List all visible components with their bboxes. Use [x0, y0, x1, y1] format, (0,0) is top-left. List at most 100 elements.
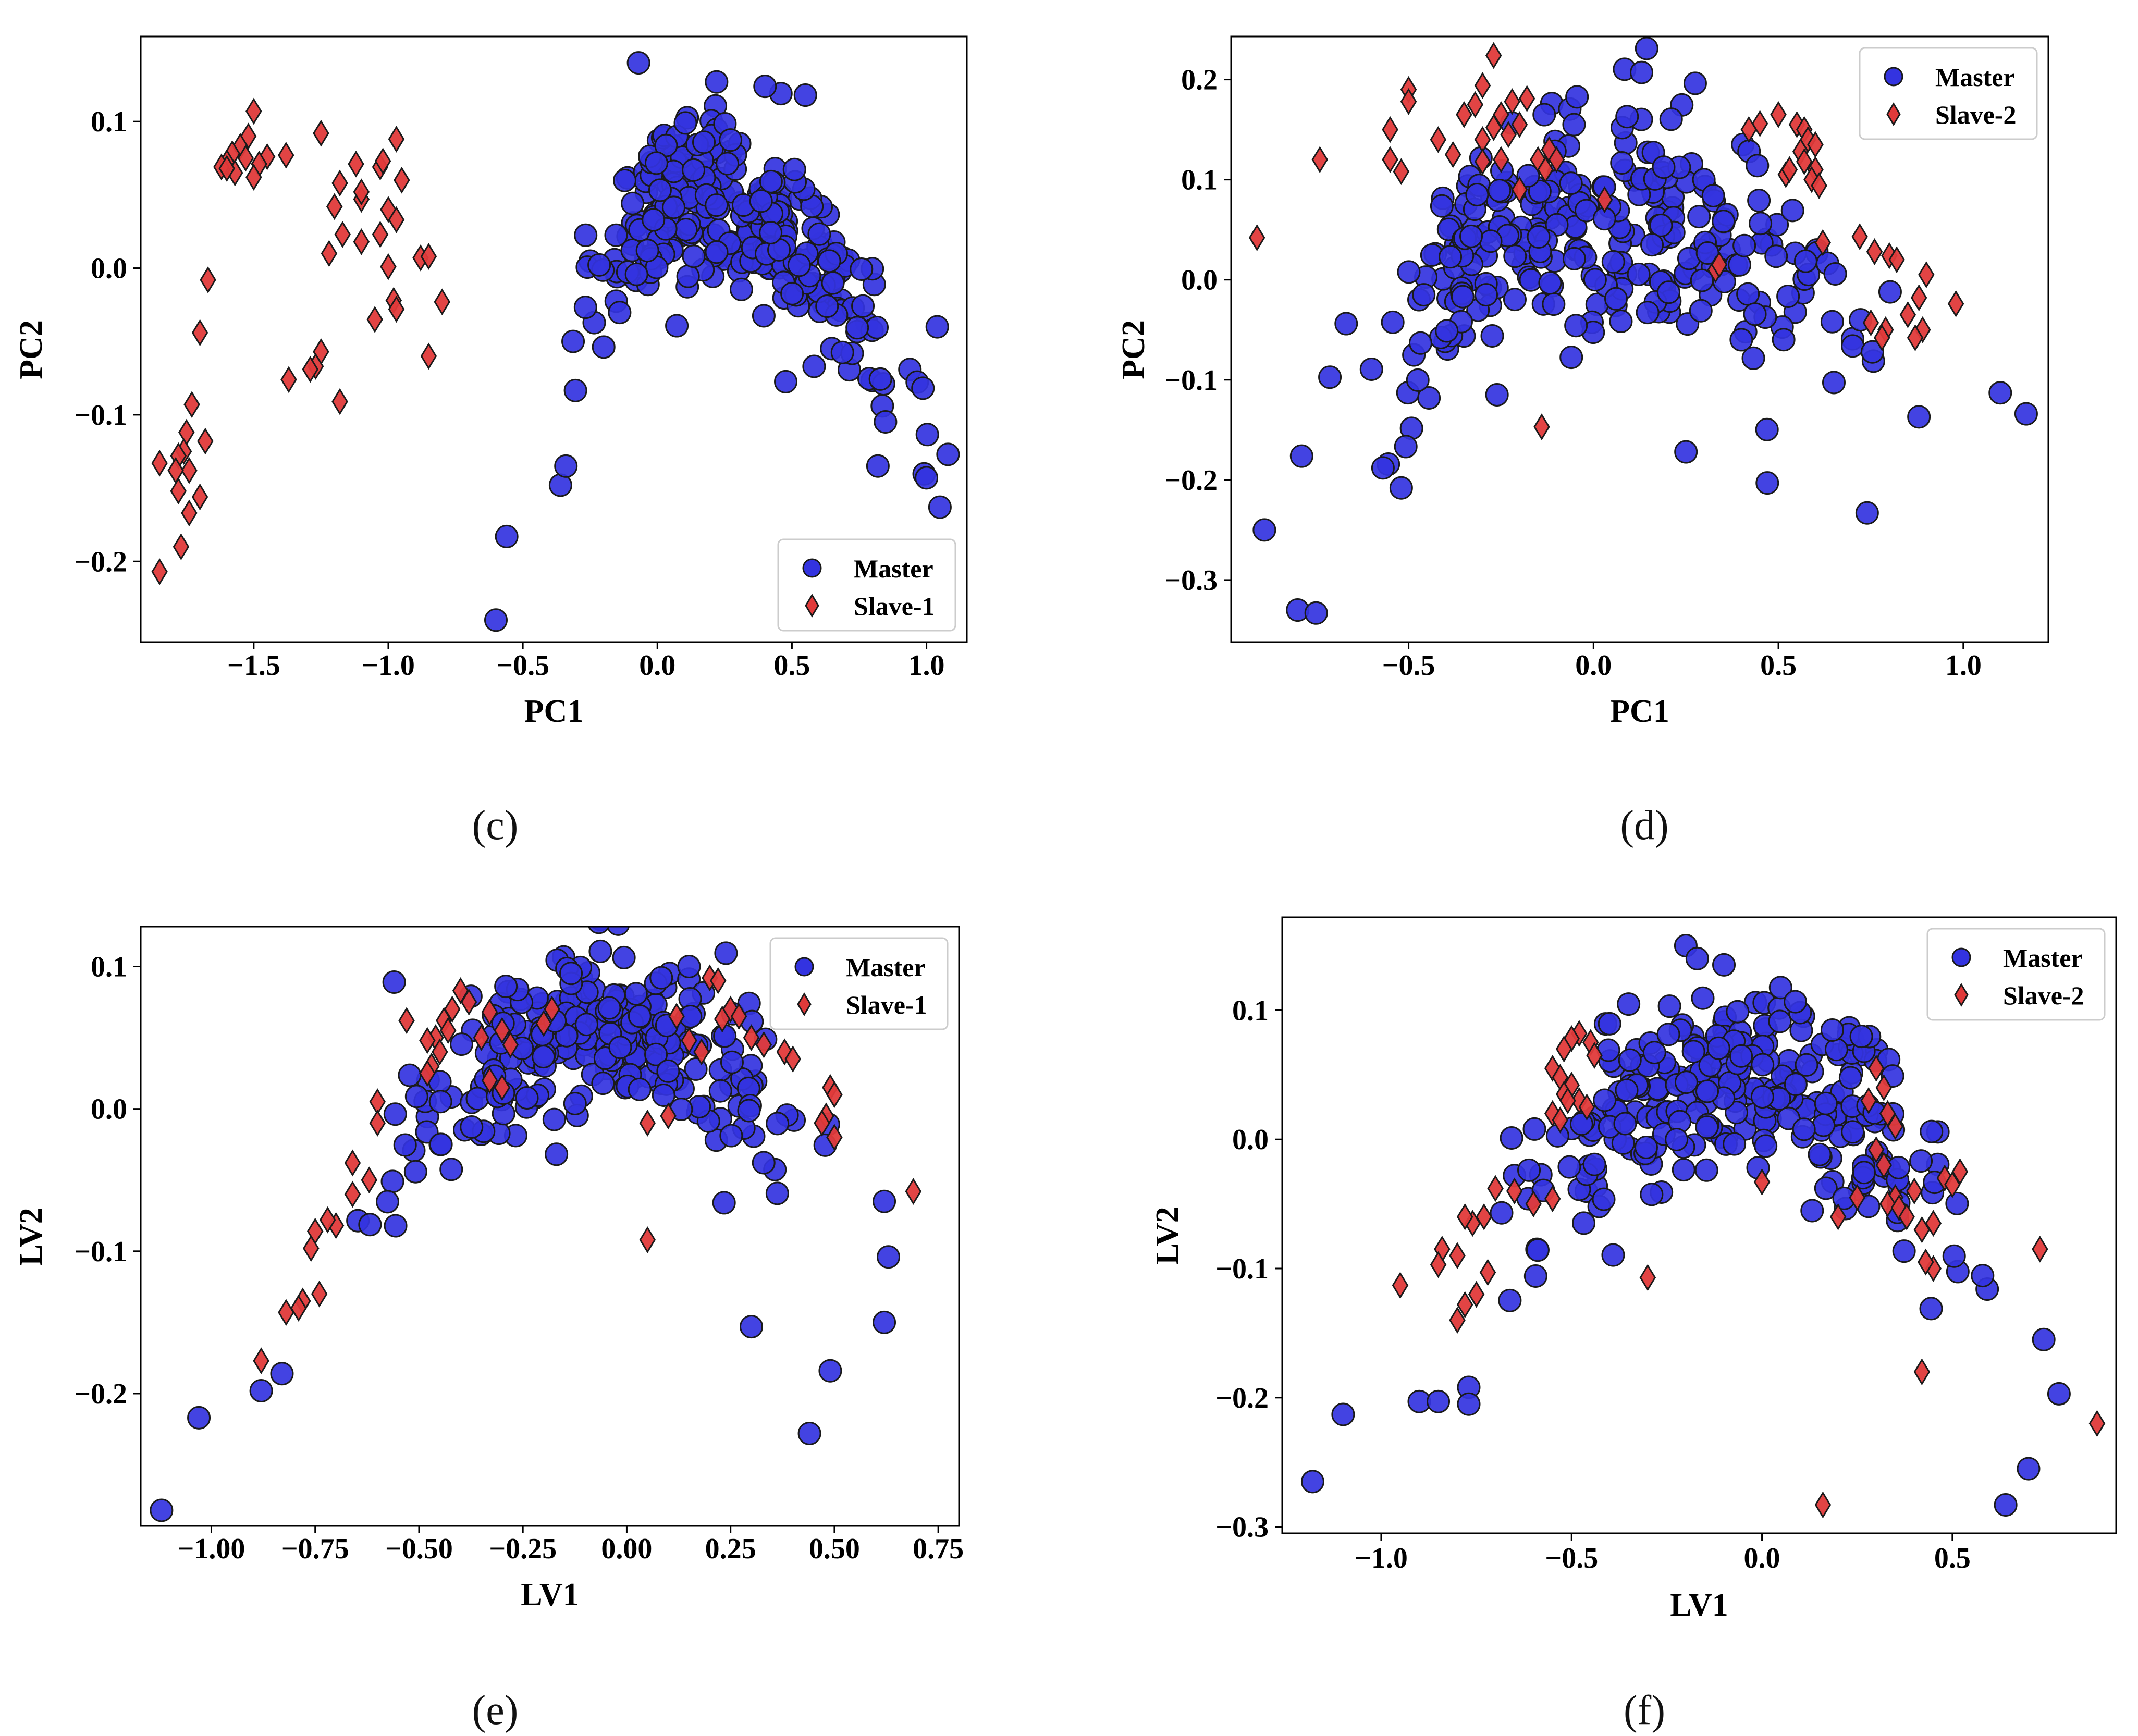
master-point — [633, 888, 655, 909]
master-point — [404, 1085, 428, 1109]
master-point — [1994, 1493, 2018, 1517]
master-point — [1652, 155, 1676, 179]
slave-point — [1951, 1158, 1969, 1186]
slave-point — [905, 1178, 922, 1205]
master-point — [588, 939, 612, 963]
master-point — [1751, 1053, 1775, 1077]
slave-point — [191, 483, 208, 511]
master-point — [1359, 358, 1383, 381]
slave-point — [1456, 1291, 1473, 1319]
y-tick-label: −0.3 — [1164, 564, 1218, 597]
master-point — [587, 253, 611, 277]
slave-point — [1511, 176, 1528, 203]
master-point — [673, 111, 697, 135]
master-point — [1800, 1199, 1824, 1223]
slave-point — [1493, 146, 1509, 174]
slave-point — [743, 1024, 760, 1051]
slave-point — [1851, 223, 1868, 251]
master-point — [850, 257, 874, 281]
slave-point — [1485, 42, 1502, 69]
master-point — [1593, 1088, 1617, 1112]
plot-area-d — [1248, 36, 2038, 625]
slave-point — [1474, 72, 1491, 99]
slave-point — [237, 144, 254, 172]
slave-point — [639, 1226, 656, 1253]
master-point — [1636, 301, 1660, 325]
master-point — [1665, 1127, 1689, 1151]
master-point — [1749, 212, 1773, 236]
slave-point — [1500, 121, 1517, 149]
master-point — [676, 264, 700, 288]
slave-point — [1899, 301, 1916, 328]
master-point — [554, 454, 578, 478]
master-point — [719, 1124, 743, 1148]
slave-point — [420, 342, 437, 370]
master-point — [559, 962, 583, 986]
legend: Master Slave-2 — [1926, 928, 2106, 1021]
y-tick-label: 0.0 — [91, 1093, 127, 1126]
slave-point — [1578, 1093, 1595, 1121]
master-point — [662, 195, 686, 219]
scatter-panel-d: −0.5 0.0 0.5 1.0 −0.3 −0.2 −0.1 0.0 0.1 0.2 PC1 PC2… — [1116, 35, 2049, 729]
master-point — [1694, 1158, 1718, 1182]
master-point — [1457, 1392, 1481, 1416]
slave-point — [1898, 1203, 1915, 1230]
master-point — [563, 1091, 587, 1115]
master-point — [1435, 319, 1459, 343]
master-point — [1907, 405, 1931, 429]
slave-point — [1393, 158, 1410, 186]
slave-point — [1537, 156, 1554, 183]
master-point — [561, 329, 585, 353]
master-point — [1488, 179, 1512, 203]
slave-point — [1468, 1281, 1485, 1308]
slave-point — [494, 1074, 511, 1101]
master-point — [612, 945, 636, 969]
master-point — [1741, 346, 1765, 370]
slave-point — [1875, 1074, 1893, 1101]
master-point — [495, 524, 519, 548]
slave-point — [151, 449, 168, 477]
master-point — [542, 1107, 566, 1131]
master-point — [1417, 386, 1441, 410]
master-point — [865, 315, 889, 339]
slave-point — [481, 999, 498, 1026]
master-point — [780, 281, 804, 305]
master-point — [1860, 340, 1884, 364]
master-point — [1304, 601, 1328, 625]
slave-point — [1511, 111, 1528, 138]
slave-point — [660, 1102, 677, 1130]
master-point — [1712, 210, 1736, 233]
master-point — [1613, 1112, 1637, 1136]
x-tick-label: −1.5 — [227, 649, 280, 682]
slave-point — [197, 427, 214, 455]
master-point — [1300, 1470, 1324, 1494]
master-point — [1824, 1038, 1848, 1062]
master-point — [428, 1090, 452, 1114]
master-point — [925, 315, 949, 339]
master-point — [1780, 199, 1804, 223]
master-point — [1519, 268, 1543, 292]
slave-point — [218, 155, 235, 182]
master-point — [714, 941, 738, 965]
master-point — [1565, 85, 1589, 109]
legend-slave-marker — [1886, 102, 1901, 126]
y-tick-label: 0.1 — [1181, 164, 1218, 196]
x-tick-label: −0.75 — [281, 1533, 349, 1565]
master-point — [1920, 1119, 1944, 1143]
slave-point — [826, 1081, 843, 1109]
master-point — [817, 249, 841, 273]
master-point — [753, 75, 777, 99]
slave-point — [331, 169, 348, 197]
master-point — [1878, 280, 1902, 304]
master-point — [1793, 249, 1817, 273]
master-point — [1604, 287, 1628, 311]
slave-point — [1781, 156, 1798, 183]
master-point — [1855, 501, 1879, 525]
master-point — [1610, 151, 1634, 175]
master-point — [1318, 365, 1342, 389]
master-point — [1572, 1211, 1596, 1235]
master-point — [1601, 1243, 1625, 1267]
slave-point — [1866, 238, 1883, 265]
y-tick-label: 0.1 — [1232, 994, 1269, 1027]
y-tick-label: 0.0 — [1181, 264, 1218, 297]
